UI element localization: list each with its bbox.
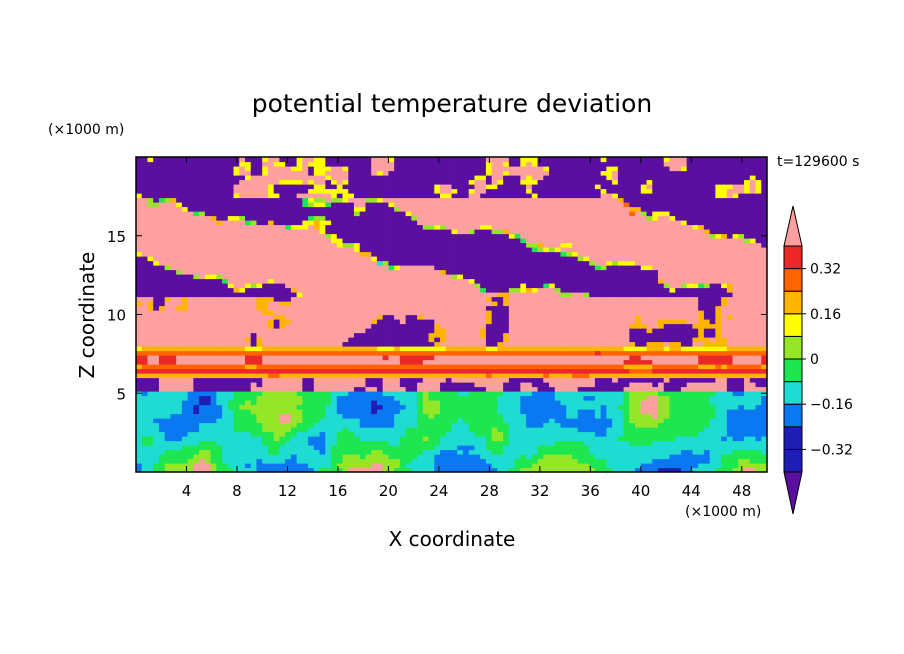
colorbar-tick-label: −0.32 bbox=[810, 442, 853, 458]
colorbar-segment bbox=[783, 335, 803, 360]
colorbar-tick-label: 0 bbox=[810, 352, 819, 368]
y-tick-label: 15 bbox=[107, 228, 126, 246]
x-unit-label: (×1000 m) bbox=[685, 504, 761, 520]
x-tick-label: 28 bbox=[480, 482, 499, 500]
colorbar-tick-label: 0.32 bbox=[810, 262, 841, 278]
colorbar-segment bbox=[783, 290, 803, 315]
x-tick-label: 4 bbox=[182, 482, 192, 500]
colorbar-segment bbox=[783, 381, 803, 405]
x-tick-label: 36 bbox=[581, 482, 600, 500]
y-axis: 5 10 15 bbox=[107, 228, 767, 403]
x-tick-label: 24 bbox=[429, 482, 448, 500]
colorbar-segment bbox=[783, 403, 803, 428]
x-tick-label: 12 bbox=[278, 482, 297, 500]
x-tick-label: 40 bbox=[631, 482, 650, 500]
colorbar-segment bbox=[783, 358, 803, 383]
x-tick-label: 20 bbox=[379, 482, 398, 500]
time-label: t=129600 s bbox=[777, 154, 859, 170]
colorbar-segment bbox=[783, 313, 803, 337]
plot-area bbox=[136, 157, 767, 472]
x-tick-label: 16 bbox=[328, 482, 347, 500]
y-tick-label: 5 bbox=[116, 385, 126, 403]
colorbar-segment bbox=[783, 268, 803, 292]
colorbar-segment bbox=[783, 245, 803, 270]
colorbar-segment bbox=[783, 426, 803, 450]
colorbar-segment bbox=[783, 448, 803, 473]
x-tick-label: 44 bbox=[682, 482, 701, 500]
x-axis-label: X coordinate bbox=[389, 527, 516, 551]
y-unit-label: (×1000 m) bbox=[48, 122, 124, 138]
y-axis-label: Z coordinate bbox=[75, 252, 99, 379]
colorbar-tick-label: 0.16 bbox=[810, 307, 841, 323]
chart-title: potential temperature deviation bbox=[252, 89, 652, 118]
y-tick-label: 10 bbox=[107, 307, 126, 325]
x-tick-label: 8 bbox=[232, 482, 242, 500]
x-tick-label: 48 bbox=[732, 482, 751, 500]
colorbar-tick-label: −0.16 bbox=[810, 397, 853, 413]
x-tick-label: 32 bbox=[530, 482, 549, 500]
colorbar: 0.32 0.16 0 −0.16 −0.32 bbox=[783, 205, 853, 515]
colorbar-max-triangle bbox=[783, 205, 803, 247]
colorbar-min-triangle bbox=[783, 471, 803, 515]
x-axis: 4 8 12 16 20 24 28 32 36 40 44 48 bbox=[182, 157, 751, 500]
